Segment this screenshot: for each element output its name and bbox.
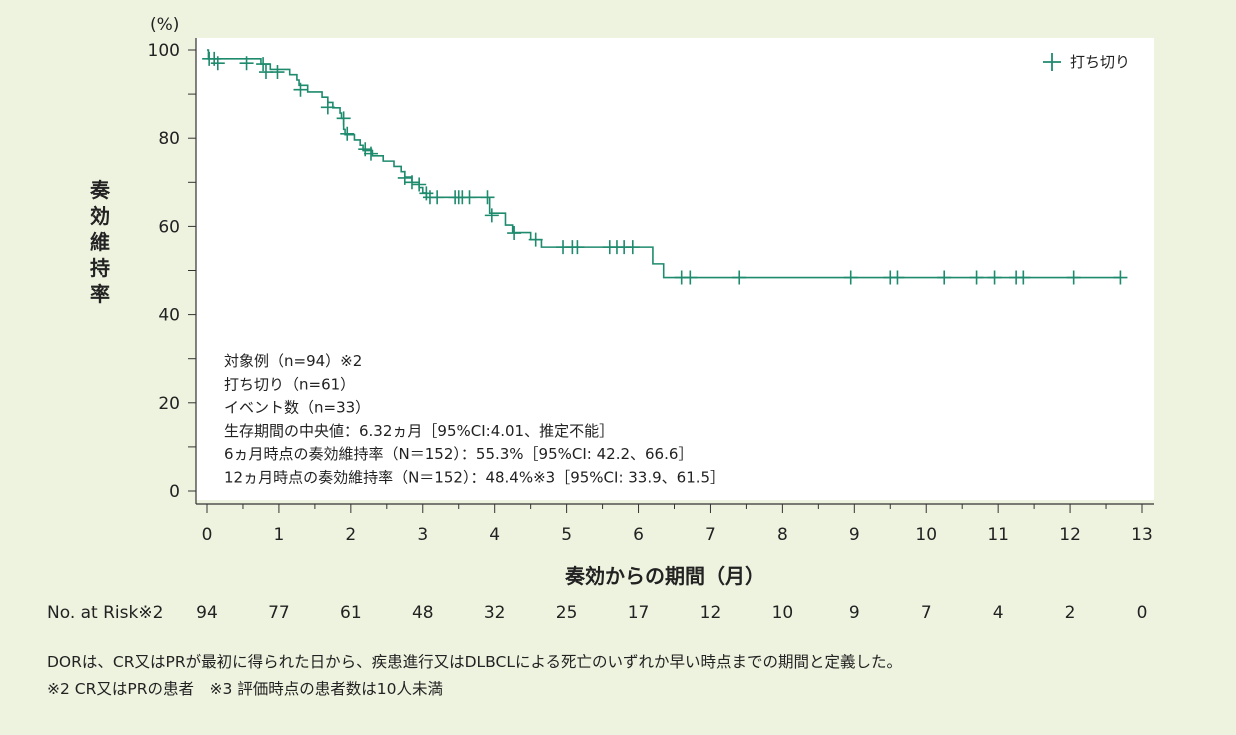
summary-stats: 対象例（n=94）※2 打ち切り（n=61） イベント数（n=33） 生存期間の中央値… (224, 352, 725, 487)
y-axis-label-char: 持 (90, 256, 110, 280)
x-tick-label: 8 (777, 525, 788, 545)
censor-mark (480, 190, 495, 205)
censor-mark (404, 175, 419, 190)
at-risk-count: 10 (772, 603, 794, 623)
x-axis-label: 奏効からの期間（月） (564, 564, 765, 588)
censor-mark (732, 270, 747, 285)
legend-label: 打ち切り (1070, 53, 1130, 71)
y-tick-label: 80 (158, 129, 180, 149)
at-risk-row: 94 77 61 48 32 25 17 12 10 9 7 4 2 0 (196, 603, 1147, 623)
x-tick-label: 6 (633, 525, 644, 545)
y-unit-label: (%) (150, 15, 179, 35)
km-step-line (207, 49, 1121, 279)
censor-mark (625, 240, 640, 255)
y-axis-label: 奏効維持率 (89, 178, 111, 306)
censor-mark (843, 270, 858, 285)
censor-mark (239, 56, 254, 71)
y-axis-label-char: 率 (90, 282, 110, 306)
x-tick-label: 5 (561, 525, 572, 545)
censor-mark (363, 146, 378, 161)
legend-plus-icon (1043, 53, 1061, 71)
censor-mark (1113, 270, 1128, 285)
y-tick-label: 0 (169, 482, 180, 502)
at-risk-count: 32 (484, 603, 506, 623)
x-tick-label: 11 (987, 525, 1009, 545)
chart-marks (202, 49, 1128, 285)
at-risk-count: 4 (993, 603, 1004, 623)
x-tick-label: 0 (202, 525, 213, 545)
censor-mark (937, 270, 952, 285)
censor-mark (1016, 270, 1031, 285)
at-risk-count: 0 (1137, 603, 1148, 623)
y-axis-label-char: 維 (90, 230, 110, 254)
x-tick-label: 12 (1059, 525, 1081, 545)
legend-censor-marker (1043, 53, 1061, 71)
at-risk-count: 77 (268, 603, 290, 623)
x-tick-label: 7 (705, 525, 716, 545)
censor-mark (987, 270, 1002, 285)
x-tick-label: 13 (1131, 525, 1153, 545)
censor-mark (683, 270, 698, 285)
censor-mark (270, 65, 285, 80)
censor-mark (412, 177, 427, 192)
censor-mark (528, 232, 543, 247)
summary-line: 6ヵ月時点の奏効維持率（N＝152）：55.3%［95%CI: 42.2、66.… (224, 445, 693, 463)
at-risk-count: 12 (700, 603, 722, 623)
censor-mark (462, 190, 477, 205)
at-risk-count: 61 (340, 603, 362, 623)
censor-mark (320, 100, 335, 115)
summary-line: 生存期間の中央値：6.32ヵ月［95%CI:4.01、推定不能］ (224, 422, 614, 440)
censor-mark (484, 208, 499, 223)
censor-mark (210, 56, 225, 71)
plot-area (196, 38, 1154, 500)
at-risk-label: No. at Risk※2 (47, 603, 163, 623)
footnote-notes: ※2 CR又はPRの患者 ※3 評価時点の患者数は10人未満 (47, 680, 443, 698)
censor-mark (570, 240, 585, 255)
y-axis-label-char: 効 (90, 204, 110, 228)
y-axis-label-char: 奏 (89, 178, 111, 202)
summary-line: 12ヵ月時点の奏効維持率（N＝152）：48.4%※3［95%CI: 33.9、… (224, 469, 725, 487)
at-risk-count: 17 (628, 603, 650, 623)
summary-line: 打ち切り（n=61） (224, 375, 355, 393)
x-tick-label: 2 (345, 525, 356, 545)
summary-line: 対象例（n=94）※2 (224, 352, 362, 370)
footnote-definition: DORは、CR又はPRが最初に得られた日から、疾患進行又はDLBCLによる死亡の… (47, 653, 903, 671)
at-risk-count: 94 (196, 603, 218, 623)
at-risk-count: 25 (556, 603, 578, 623)
censor-mark (256, 57, 271, 72)
censor-mark (293, 82, 308, 97)
y-tick-label: 60 (158, 217, 180, 237)
y-tick-label: 20 (158, 394, 180, 414)
censor-mark (890, 270, 905, 285)
x-tick-label: 1 (274, 525, 285, 545)
censor-mark (340, 126, 355, 141)
censor-mark (1066, 270, 1081, 285)
censor-mark (336, 111, 351, 126)
summary-line: イベント数（n=33） (224, 399, 370, 417)
y-tick-label: 100 (148, 41, 180, 61)
censor-mark (507, 226, 522, 241)
x-tick-label: 10 (915, 525, 937, 545)
x-tick-label: 4 (489, 525, 500, 545)
legend: 打ち切り (1043, 53, 1130, 71)
at-risk-count: 7 (921, 603, 932, 623)
x-tick-label: 9 (849, 525, 860, 545)
at-risk-count: 9 (849, 603, 860, 623)
at-risk-count: 48 (412, 603, 434, 623)
censor-mark (430, 190, 445, 205)
censor-mark (397, 170, 412, 185)
y-tick-label: 40 (158, 306, 180, 326)
at-risk-count: 2 (1065, 603, 1076, 623)
x-tick-label: 3 (417, 525, 428, 545)
censor-mark (969, 270, 984, 285)
